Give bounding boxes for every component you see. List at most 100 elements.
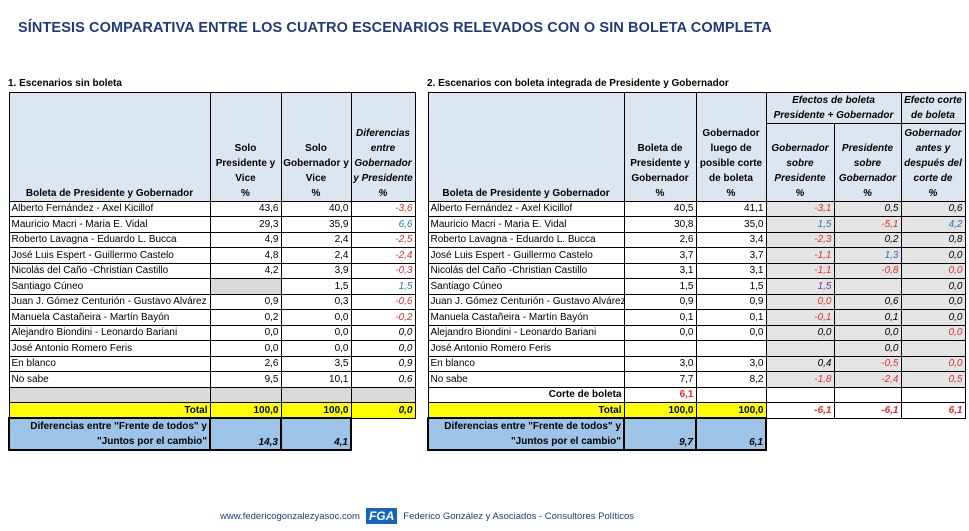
solo-presidente-value: 0,0 — [209, 324, 282, 341]
table-row: Manuela Castañeira - Martín Bayón 0,2 0,0-… — [8, 309, 416, 326]
blank — [351, 418, 415, 450]
pres-sobre-gob-value: 1,3 — [833, 247, 902, 264]
empty-cell — [280, 386, 352, 403]
footer-url[interactable]: www.federicogonzalezyasoc.com — [220, 510, 360, 522]
boleta-value: 2,6 — [623, 231, 697, 248]
table-row: En blanco 3,0 3,0 0,4 -0,5 0,0 — [427, 355, 966, 372]
solo-gobernador-value: 0,0 — [280, 309, 352, 326]
right-header-c2: Gobernador luego de posible corte de bol… — [695, 92, 767, 186]
left-header-c1: Solo Presidente y Vice — [209, 92, 282, 186]
table-row: En blanco 2,6 3,5 0,9 — [8, 355, 416, 372]
gobernador-corte-value: 1,5 — [695, 278, 767, 295]
table-row: Nicolás del Caño -Christian Castillo 3,1 3… — [427, 262, 966, 279]
solo-gobernador-value: 0,3 — [280, 293, 352, 310]
row-label: Juan J. Gómez Centurión - Gustavo Alváre… — [427, 293, 625, 310]
difference-value: 1,5 — [350, 278, 416, 295]
solo-gobernador-value: 2,4 — [280, 231, 352, 248]
corte-effect-value: 4,2 — [900, 216, 966, 233]
table-row: Nicolás del Caño -Christian Castillo 4,2 3… — [8, 262, 416, 279]
solo-presidente-value: 4,2 — [209, 262, 282, 279]
empty-cell — [765, 386, 835, 403]
left-unit: % — [350, 185, 416, 202]
pres-sobre-gob-value: 0,2 — [833, 231, 902, 248]
solo-presidente-value: 0,0 — [209, 340, 282, 357]
left-header-c3: Diferencias entre Gobernador y President… — [350, 92, 416, 186]
boleta-value: 0,1 — [623, 309, 697, 326]
right-header-c4: Presidente sobre Gobernador — [833, 123, 902, 186]
row-label: José Luis Espert - Guillermo Castelo — [8, 247, 211, 264]
page-title: SÍNTESIS COMPARATIVA ENTRE LOS CUATRO ES… — [18, 20, 772, 36]
row-label: Manuela Castañeira - Martín Bayón — [8, 309, 211, 326]
gobernador-corte-value: 3,4 — [695, 231, 767, 248]
difference-value: -0,6 — [350, 293, 416, 310]
gobernador-corte-value: 0,9 — [695, 293, 767, 310]
pres-sobre-gob-value: -5,1 — [833, 216, 902, 233]
right-unit: % — [833, 185, 902, 202]
left-table: Solo Presidente y Vice Solo Gobernador y… — [8, 92, 416, 451]
fga-logo: FGA — [365, 508, 398, 524]
boleta-value — [623, 340, 697, 357]
corte-effect-value: 0,0 — [900, 247, 966, 264]
difference-value: 0,0 — [350, 340, 416, 357]
corte-effect-value: 0,0 — [900, 293, 966, 310]
total-value: -6,1 — [833, 402, 902, 419]
boleta-value: 0,0 — [623, 324, 697, 341]
row-label: Roberto Lavagna - Eduardo L. Bucca — [8, 231, 211, 248]
solo-gobernador-value: 0,0 — [280, 324, 352, 341]
empty-row — [8, 386, 416, 403]
row-label: Nicolás del Caño -Christian Castillo — [8, 262, 211, 279]
difference-value: 6,6 — [350, 216, 416, 233]
solo-gobernador-value: 40,0 — [280, 200, 352, 217]
gob-sobre-pres-value: -1,1 — [765, 247, 835, 264]
table-row: Mauricio Macri - Maria E. Vidal 30,8 35,0 1… — [427, 216, 966, 233]
footer: www.federicogonzalezyasoc.com FGA Federi… — [220, 508, 634, 524]
corte-effect-value: 0,0 — [900, 262, 966, 279]
solo-gobernador-value: 2,4 — [280, 247, 352, 264]
boleta-value: 3,1 — [623, 262, 697, 279]
total-row: Total 100,0 100,0 0,0 — [8, 402, 416, 419]
gob-sobre-pres-value: -1,1 — [765, 262, 835, 279]
total-value: 100,0 — [280, 402, 352, 419]
total-label: Total — [427, 402, 625, 419]
solo-presidente-value: 4,8 — [209, 247, 282, 264]
right-header-name — [427, 92, 625, 186]
difference-value: -3,6 — [350, 200, 416, 217]
corte-effect-value: 0,0 — [900, 278, 966, 295]
table-row: José Luis Espert - Guillermo Castelo 3,7 3… — [427, 247, 966, 264]
difference-value: -0,2 — [350, 309, 416, 326]
diff-row: Diferencias entre "Frente de todos" y "J… — [8, 417, 415, 451]
row-label: En blanco — [427, 355, 625, 372]
diff-row: Diferencias entre "Frente de todos" y "J… — [427, 417, 965, 451]
solo-gobernador-value: 0,0 — [280, 340, 352, 357]
solo-gobernador-value: 1,5 — [280, 278, 352, 295]
blank — [766, 418, 965, 450]
boleta-value: 40,5 — [623, 200, 697, 217]
diff-value: 9,7 — [623, 417, 697, 451]
row-label: Alberto Fernández - Axel Kicillof — [427, 200, 625, 217]
table-row: Mauricio Macri - Maria E. Vidal 29,3 35,9 6… — [8, 216, 416, 233]
gob-sobre-pres-value: 1,5 — [765, 216, 835, 233]
row-label: Mauricio Macri - Maria E. Vidal — [8, 216, 211, 233]
difference-value: -0,3 — [350, 262, 416, 279]
total-value: -6,1 — [765, 402, 835, 419]
solo-gobernador-value: 3,5 — [280, 355, 352, 372]
right-unit: % — [900, 185, 966, 202]
empty-cell — [833, 386, 902, 403]
table-row: Roberto Lavagna - Eduardo L. Bucca 2,6 3,4… — [427, 231, 966, 248]
row-label: Santiago Cúneo — [427, 278, 625, 295]
empty-cell — [8, 386, 211, 403]
pres-sobre-gob-value: 0,6 — [833, 293, 902, 310]
corte-effect-value: 0,0 — [900, 309, 966, 326]
right-header-c1: Boleta de Presidente y Gobernador — [623, 92, 697, 186]
gob-sobre-pres-value: 0,0 — [765, 324, 835, 341]
table-row: Santiago Cúneo 1,5 1,5 — [8, 278, 416, 295]
table-row: Manuela Castañeira - Martín Bayón 0,1 0,1-… — [427, 309, 966, 326]
corte-effect-value — [900, 340, 966, 357]
right-unit: % — [695, 185, 767, 202]
row-label: Nicolás del Caño -Christian Castillo — [427, 262, 625, 279]
gob-sobre-pres-value: -2,3 — [765, 231, 835, 248]
right-header-c3: Gobernador sobre Presidente — [765, 123, 835, 186]
pres-sobre-gob-value: -0,5 — [833, 355, 902, 372]
solo-gobernador-value: 35,9 — [280, 216, 352, 233]
left-header-c2: Solo Gobernador y Vice — [280, 92, 352, 186]
